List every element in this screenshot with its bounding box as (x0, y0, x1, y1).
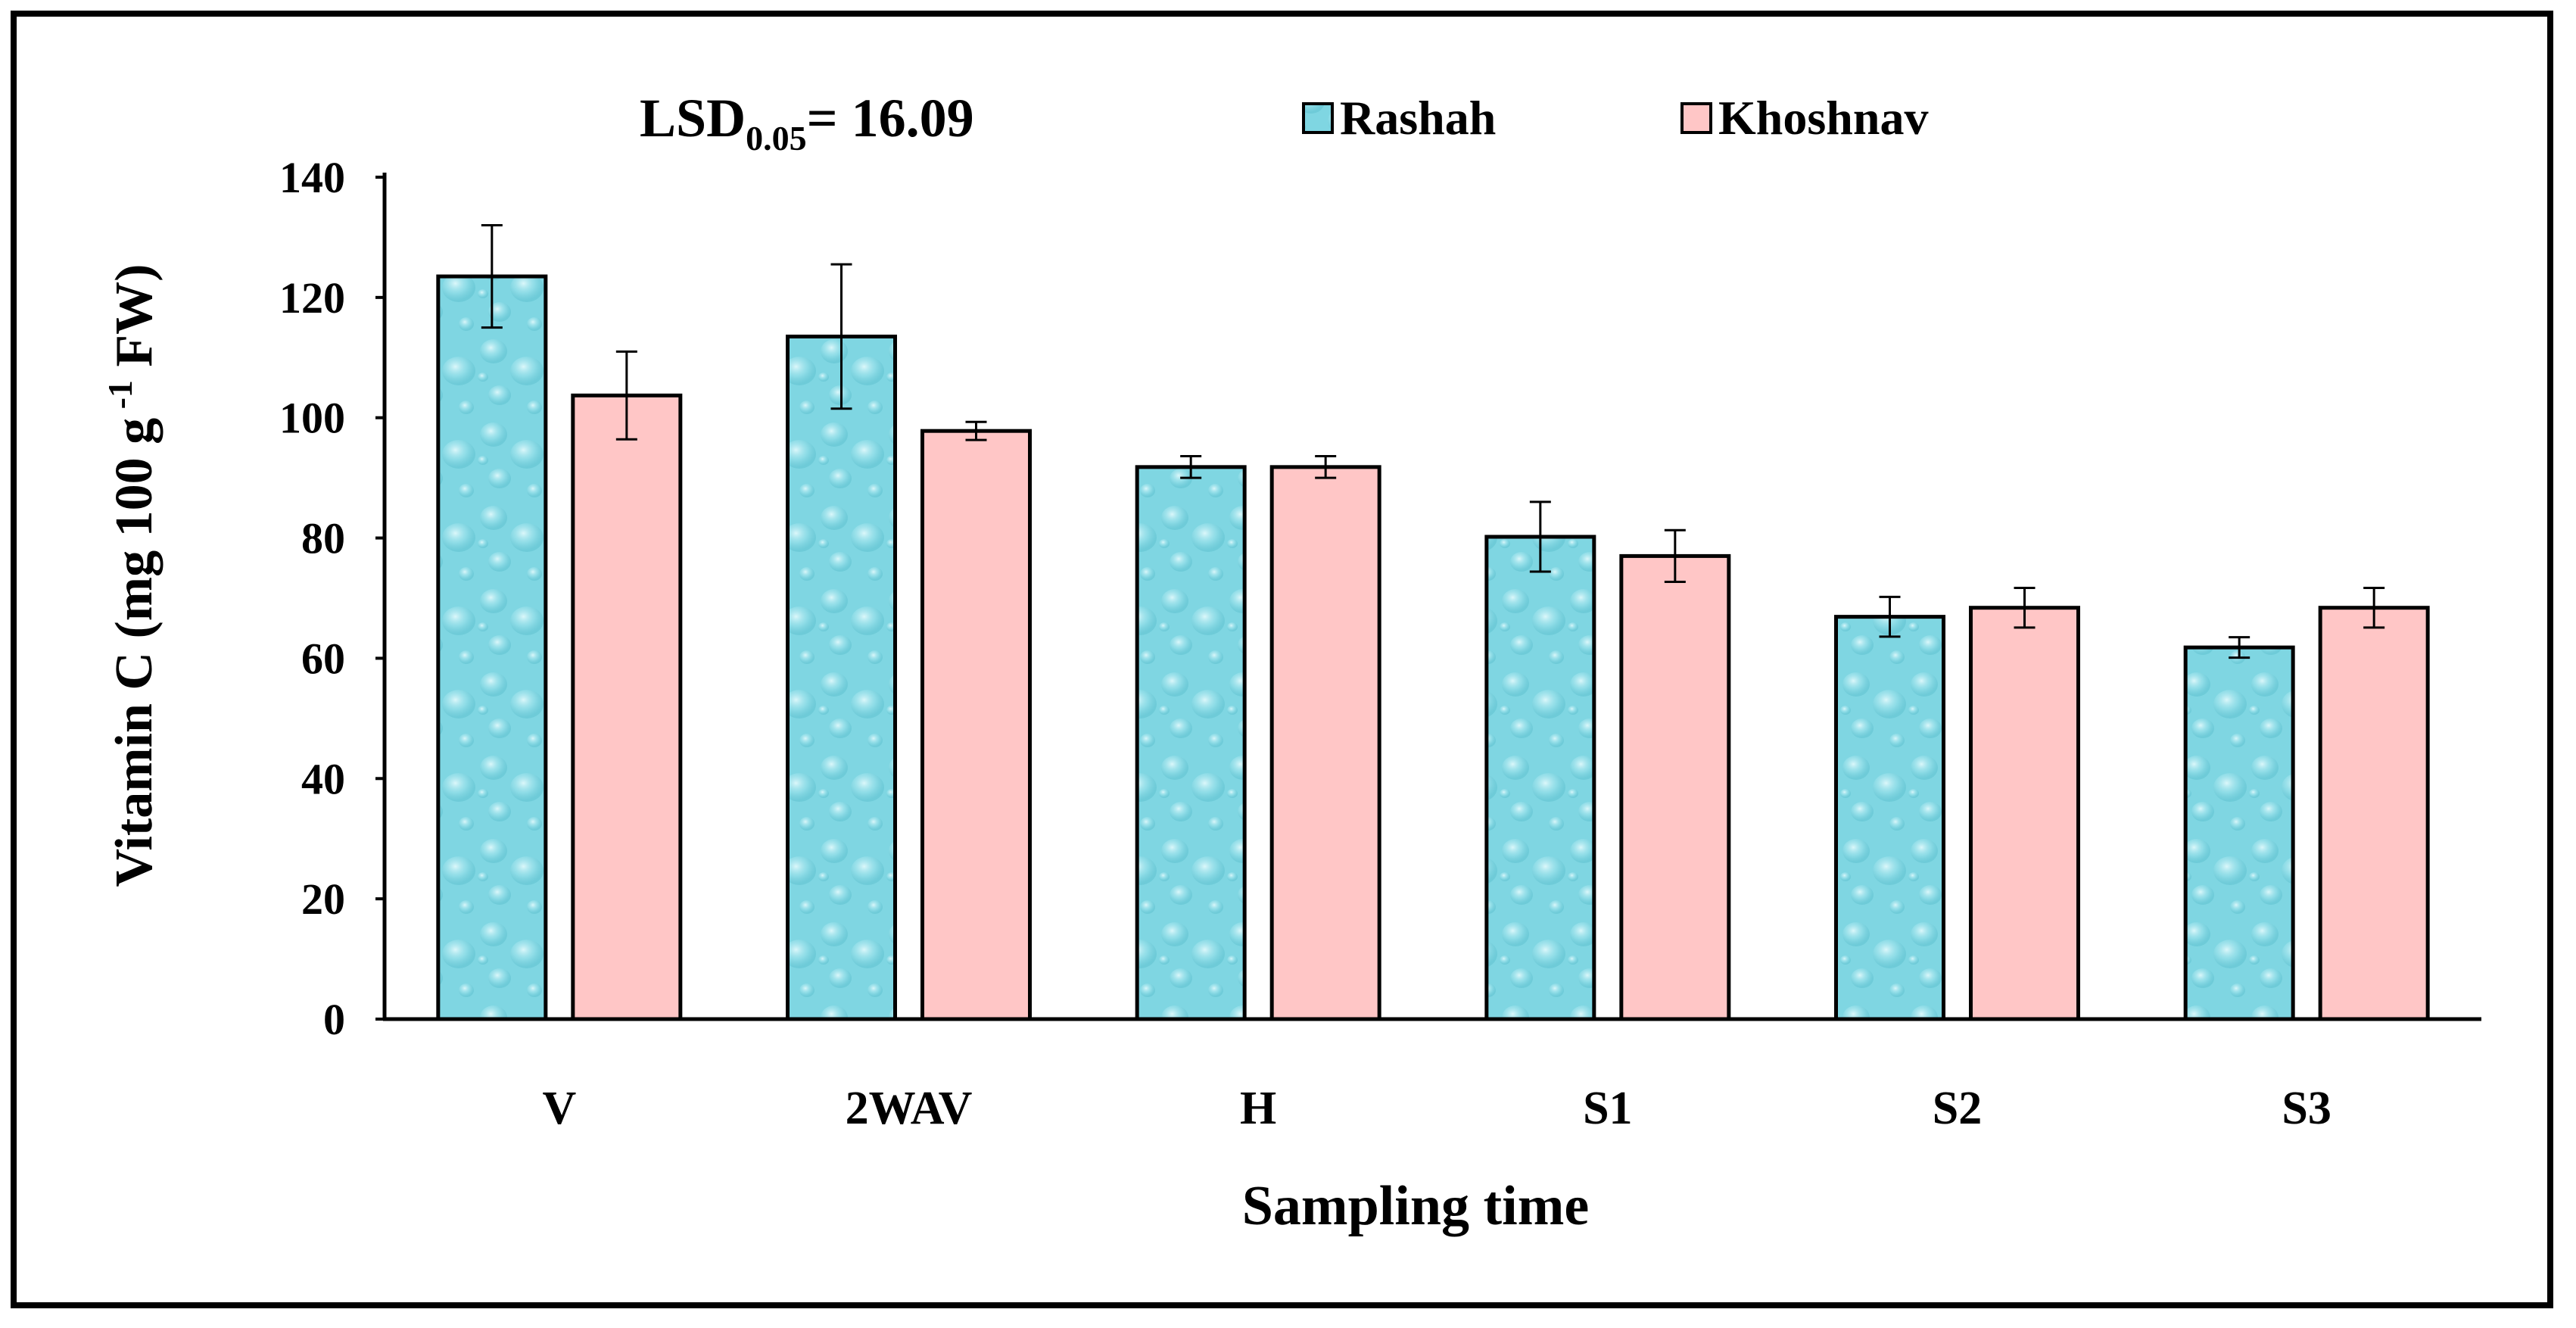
bar-rashah-s3 (2183, 645, 2295, 1021)
bar-khoshnav-s3 (2318, 606, 2430, 1021)
bar-rashah-v (436, 274, 548, 1021)
bar-khoshnav-v (571, 393, 683, 1021)
y-tick-label: 80 (301, 514, 345, 563)
y-tick-label: 60 (301, 634, 345, 683)
lsd-value: = 16.09 (807, 88, 974, 148)
y-tick-label: 100 (279, 394, 345, 443)
legend-label-rashah: Rashah (1340, 91, 1496, 145)
lsd-label: LSD (640, 88, 746, 148)
lsd-subscript: 0.05 (746, 119, 807, 157)
legend: Rashah Khoshnav (1302, 91, 1928, 145)
x-tick-label: V (542, 1083, 576, 1134)
y-axis-label-superscript: -1 (101, 380, 139, 418)
y-axis-label: Vitamin C (mg 100 g -1 FW) (101, 264, 164, 887)
y-tick-label: 20 (301, 874, 345, 924)
y-tick-label: 140 (279, 153, 345, 202)
bar-rashah-h (1135, 465, 1247, 1021)
x-tick-label: S2 (1933, 1083, 1982, 1134)
y-tick-label: 0 (323, 995, 345, 1044)
bar-khoshnav-h (1269, 465, 1381, 1021)
lsd-annotation: LSD0.05= 16.09 (640, 88, 974, 157)
x-axis-label: Sampling time (1242, 1175, 1589, 1237)
plot-area: 0 20 40 60 80 100 120 140 V 2WAV H S1 S2 S3 (279, 153, 2481, 1134)
bar-rashah-s2 (1834, 615, 1945, 1021)
bar-khoshnav-2wav (920, 429, 1032, 1021)
y-axis-label-main: Vitamin C (mg 100 g (105, 418, 164, 887)
bar-rashah-2wav (786, 334, 897, 1021)
legend-label-khoshnav: Khoshnav (1718, 91, 1928, 145)
y-tick-label: 40 (301, 754, 345, 803)
y-tick-label: 120 (279, 273, 345, 323)
bar-khoshnav-s1 (1619, 553, 1731, 1021)
y-axis-label-tail: FW) (105, 264, 164, 381)
x-tick-label: 2WAV (846, 1083, 973, 1134)
x-tick-label: S1 (1583, 1083, 1632, 1134)
x-tick-label: S3 (2282, 1083, 2331, 1134)
x-tick-label: H (1240, 1083, 1276, 1134)
bar-rashah-s1 (1484, 535, 1596, 1021)
bar-khoshnav-s2 (1969, 606, 2080, 1021)
legend-swatch-khoshnav (1680, 102, 1712, 134)
legend-swatch-rashah (1302, 102, 1334, 134)
